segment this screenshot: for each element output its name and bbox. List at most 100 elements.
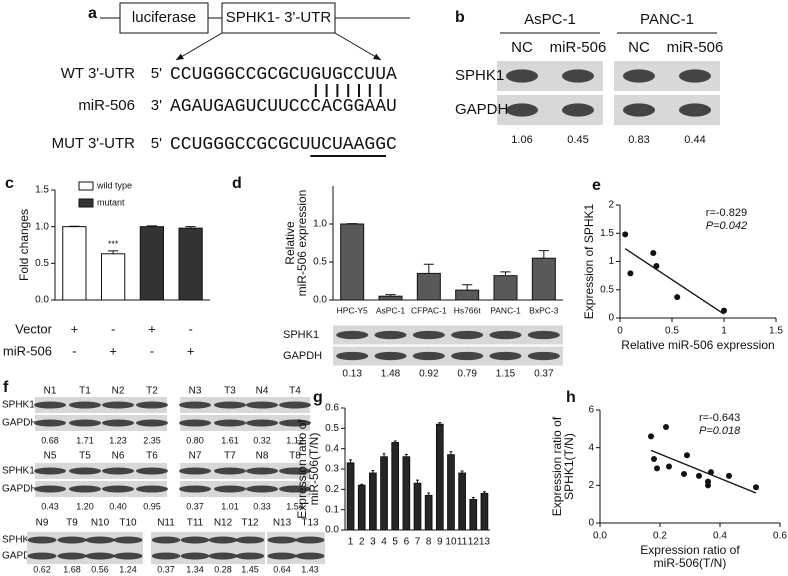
statistic: r=-0.829 <box>706 207 747 219</box>
point <box>708 469 714 476</box>
x-tick-label: CFPAC-1 <box>411 305 447 315</box>
sequence-name: miR-506 <box>78 97 135 114</box>
construct-label: luciferase <box>132 9 196 26</box>
bar <box>416 272 441 301</box>
lane-label: T7 <box>224 451 236 462</box>
bar <box>455 289 480 301</box>
error-bar <box>404 453 408 457</box>
panel-label: c <box>5 175 14 192</box>
arrow-head <box>176 53 184 60</box>
x-axis-label: Relative miR-506 expression <box>621 338 774 352</box>
sequence-name: MUT 3'-UTR <box>52 135 136 152</box>
blot-band <box>214 401 246 409</box>
ratio: 0.62 <box>33 564 51 574</box>
blot-band <box>527 351 560 361</box>
ratio: 0.33 <box>253 501 271 511</box>
point <box>721 307 727 314</box>
blot-band <box>151 552 181 560</box>
ratio: 1.06 <box>511 134 532 146</box>
y-tick-label: 0.0 <box>325 525 339 536</box>
condition-label: miR-506 <box>3 343 52 358</box>
lane-label: N12 <box>214 518 233 529</box>
band-label: GAPDH <box>283 350 322 362</box>
point <box>651 455 657 462</box>
lane-label: N4 <box>256 386 269 397</box>
ratio: 0.28 <box>214 564 232 574</box>
blot-band <box>179 485 211 493</box>
y-axis-label: Fold changes <box>17 209 31 281</box>
condition-sign: + <box>109 343 117 358</box>
blot-band <box>102 485 134 493</box>
blot-band <box>34 467 66 475</box>
x-tick-label: 0.4 <box>713 531 727 542</box>
x-tick-label: PANC-1 <box>490 305 521 315</box>
condition-label: Vector <box>15 321 53 336</box>
blot-band <box>295 536 325 544</box>
blot-band <box>235 552 265 560</box>
lane-label: N1 <box>44 386 57 397</box>
blot-band <box>179 467 211 475</box>
bar <box>346 462 355 531</box>
construct-box <box>221 2 336 34</box>
lane-label: T6 <box>146 451 158 462</box>
y-tick-label: 0.1 <box>325 504 339 515</box>
band-label: GAPDH <box>2 551 38 562</box>
lane-label: NC <box>511 39 533 56</box>
band-label: SPHK1 <box>2 400 35 411</box>
y-tick-label: 1.5 <box>35 185 49 196</box>
ratio: 0.80 <box>186 435 204 445</box>
y-tick-label: 0 <box>588 518 594 529</box>
x-tick-label: HPC-Y5 <box>337 305 368 315</box>
blot-band <box>679 103 711 117</box>
ratio: 0.43 <box>41 501 59 511</box>
ratio: 1.68 <box>63 564 81 574</box>
blot-band <box>527 330 560 340</box>
ratio: 1.43 <box>301 564 319 574</box>
condition-sign: - <box>111 321 115 336</box>
band-label: SPHK1 <box>2 535 35 546</box>
legend-label: wild type <box>96 180 132 190</box>
x-tick-label: 2 <box>359 537 365 548</box>
lane-label: N13 <box>273 518 292 529</box>
x-tick-label: Hs766t <box>454 305 482 315</box>
blot-band <box>57 552 87 560</box>
ratio: 0.37 <box>186 501 204 511</box>
lane-label: N6 <box>112 451 125 462</box>
blot-band <box>235 536 265 544</box>
band-label: GAPDH <box>2 418 38 429</box>
blot-band <box>214 485 246 493</box>
lane-label: N3 <box>189 386 202 397</box>
lane-label: T12 <box>241 518 259 529</box>
x-tick-label: 11 <box>457 537 468 548</box>
x-tick-label: 0 <box>617 326 623 337</box>
blot-band <box>136 419 168 427</box>
y-tick-label: 1 <box>608 256 614 267</box>
blot-band <box>34 401 66 409</box>
x-tick-label: 6 <box>404 537 410 548</box>
ratio: 1.01 <box>221 501 239 511</box>
x-tick-label: 5 <box>392 537 398 548</box>
ratio: 0.45 <box>567 134 588 146</box>
blot-band <box>623 103 655 117</box>
ratio: 1.45 <box>241 564 259 574</box>
bar <box>480 492 489 531</box>
x-tick-label: 0.6 <box>773 531 787 542</box>
ratio: 0.37 <box>157 564 175 574</box>
bar <box>139 226 164 301</box>
x-axis-label: Expression ratio of <box>640 543 740 557</box>
x-tick-label: 0.2 <box>653 531 667 542</box>
blot-band <box>208 552 238 560</box>
error-bar <box>500 271 511 276</box>
blot-band <box>374 351 407 361</box>
x-tick-label: 10 <box>445 537 457 548</box>
panel-label: d <box>232 175 242 192</box>
arrow <box>334 32 382 61</box>
blot-band <box>295 552 325 560</box>
fit-line <box>624 248 725 315</box>
cell-line: PANC-1 <box>640 11 694 28</box>
error-bar <box>482 491 486 494</box>
ratio: 0.13 <box>342 369 362 380</box>
point <box>753 484 759 491</box>
error-bar <box>360 483 364 486</box>
blot-band <box>27 536 57 544</box>
